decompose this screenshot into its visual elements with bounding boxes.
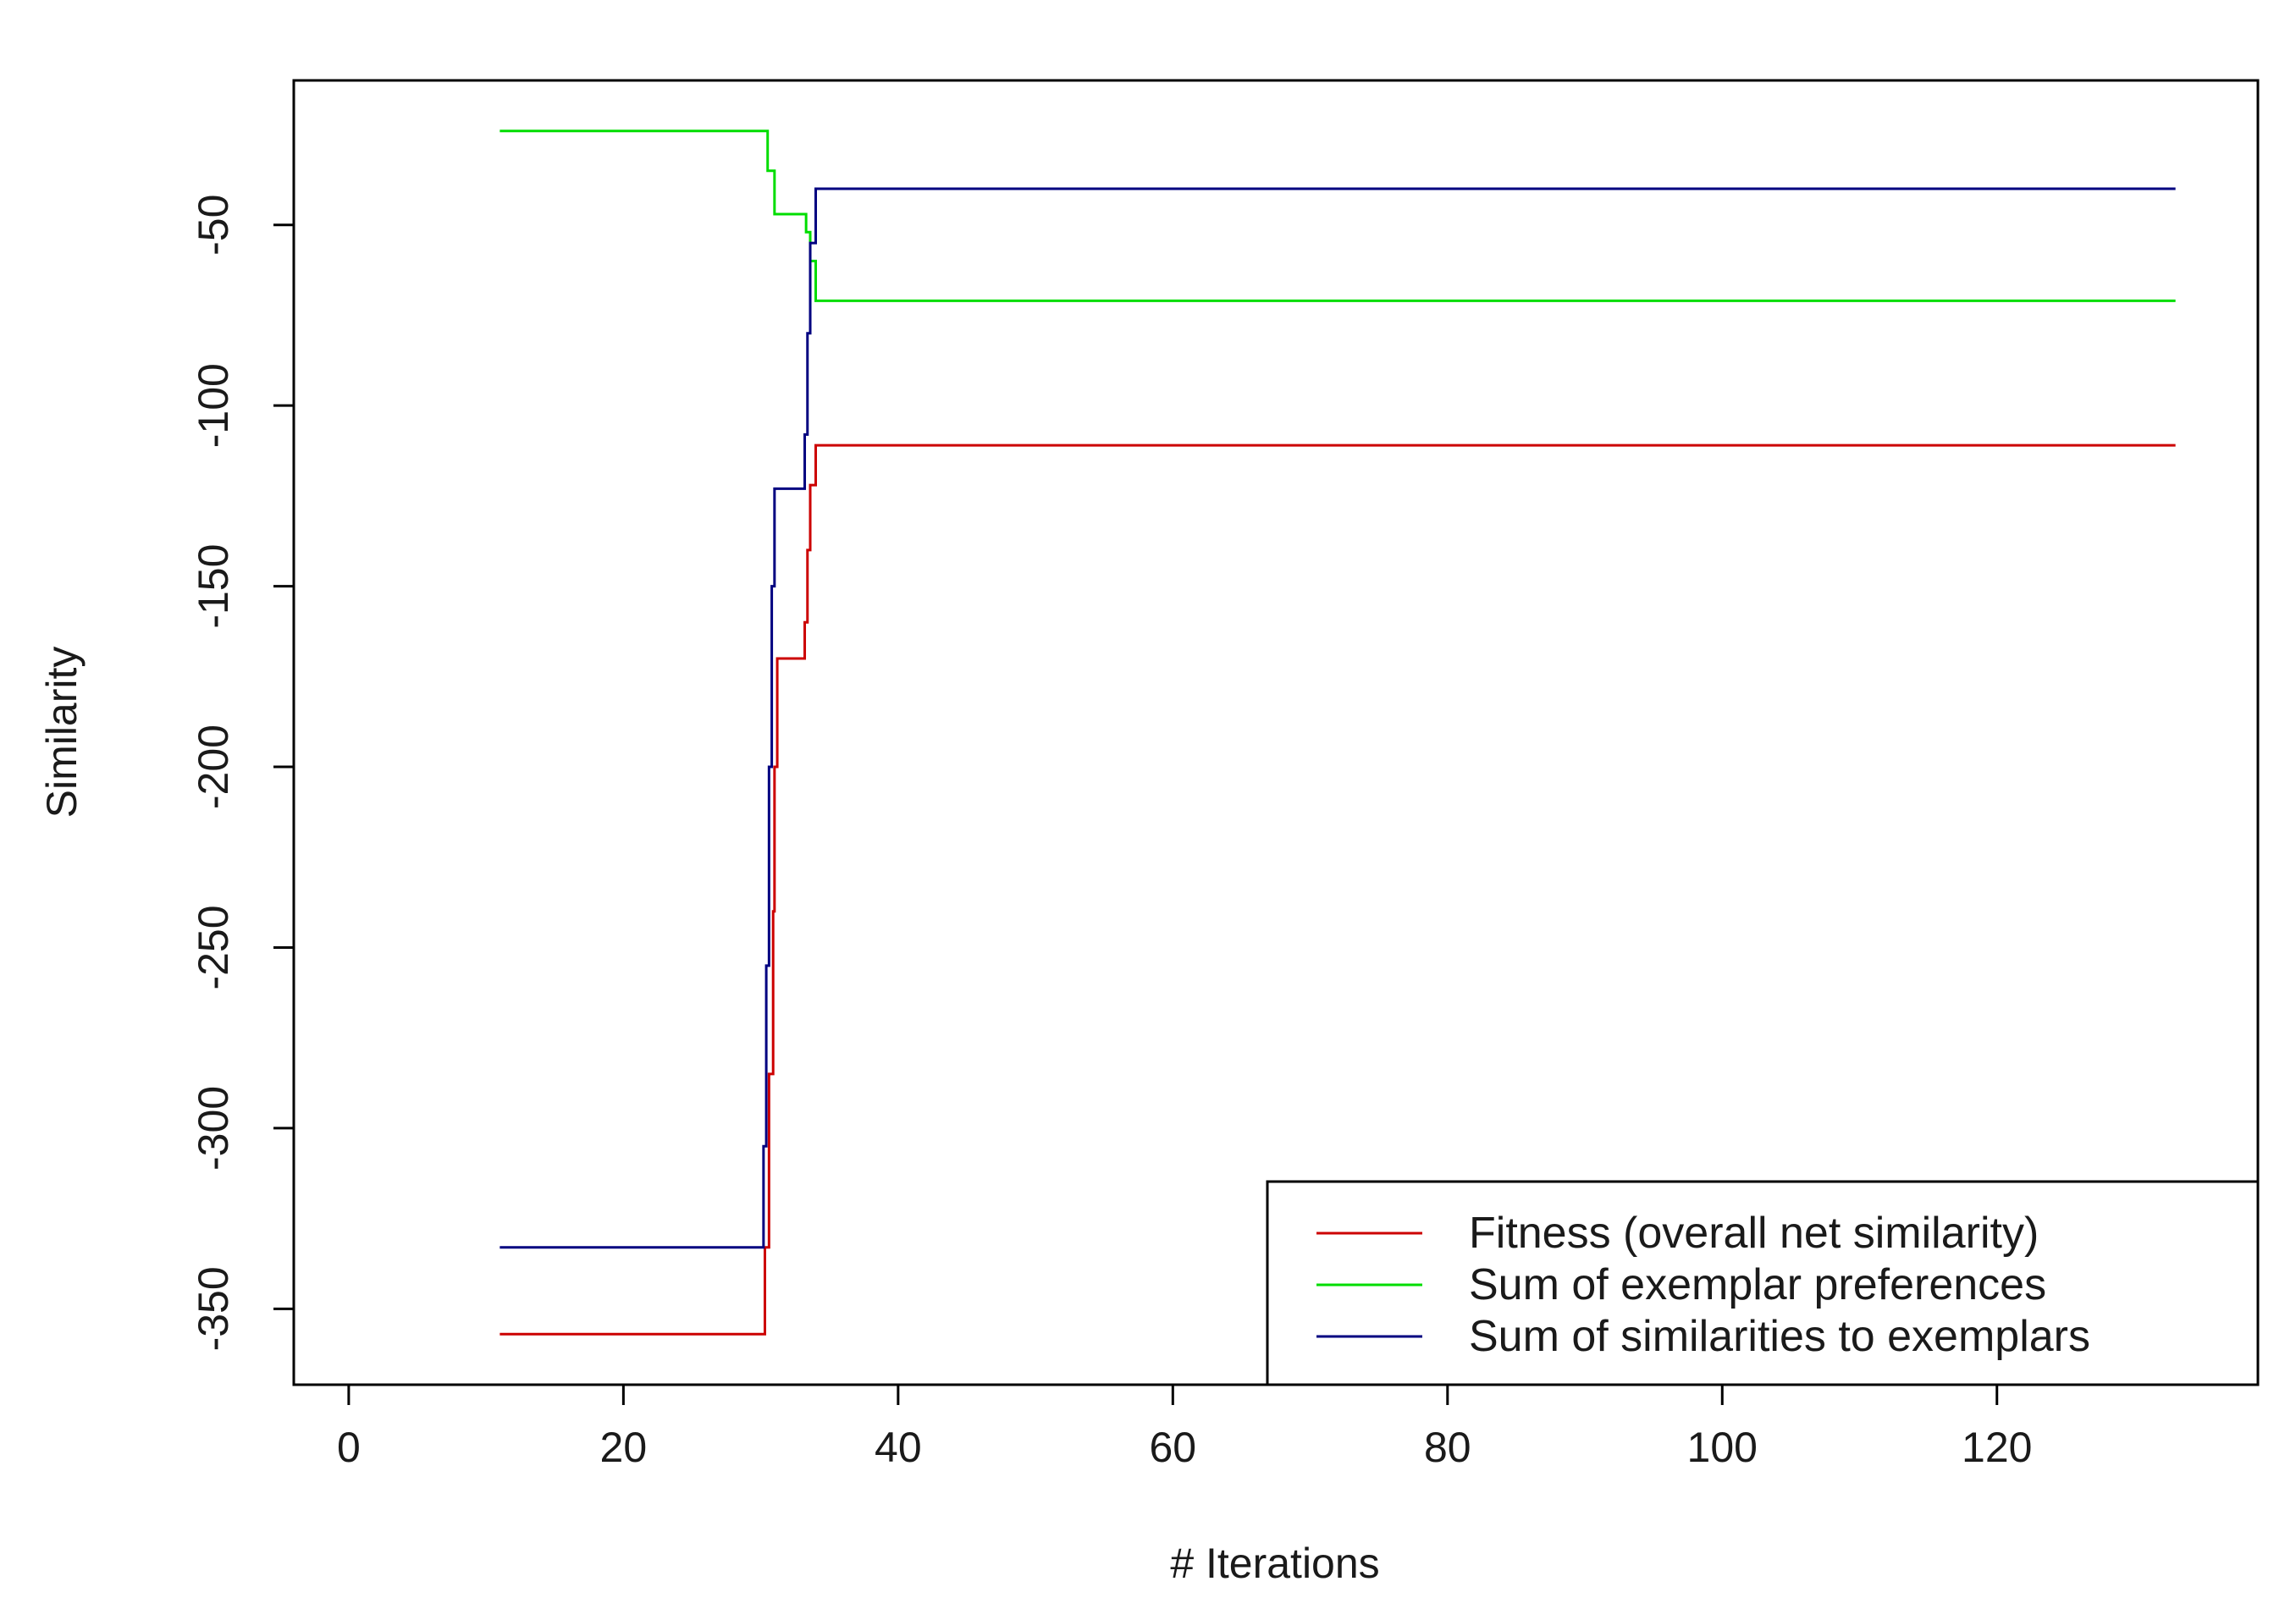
- legend-label-0: Fitness (overall net similarity): [1469, 1209, 2039, 1258]
- x-tick-label-0: 0: [337, 1424, 361, 1471]
- series-layer: [499, 129, 2176, 1336]
- y-tick-label-3: -200: [190, 725, 237, 809]
- y-axis-title: Similarity: [38, 647, 86, 818]
- y-tick-label-0: -50: [190, 195, 237, 256]
- x-tick-label-6: 120: [1962, 1424, 2032, 1471]
- legend-label-1: Sum of exemplar preferences: [1469, 1260, 2046, 1309]
- x-tick-label-4: 80: [1424, 1424, 1471, 1471]
- x-tick-label-3: 60: [1150, 1424, 1197, 1471]
- x-axis-title: # Iterations: [1170, 1540, 1379, 1587]
- x-tick-label-2: 40: [875, 1424, 922, 1471]
- x-axis: 0 20 40 60 80 100 120: [337, 1385, 2032, 1471]
- legend-label-2: Sum of similarities to exemplars: [1469, 1312, 2090, 1361]
- y-tick-label-1: -100: [190, 363, 237, 448]
- x-tick-label-5: 100: [1687, 1424, 1758, 1471]
- y-tick-label-4: -250: [190, 905, 237, 989]
- legend-entries: Fitness (overall net similarity)Sum of e…: [1316, 1209, 2090, 1361]
- x-tick-label-1: 20: [600, 1424, 648, 1471]
- y-tick-label-6: -350: [190, 1266, 237, 1351]
- series-line-1: [499, 129, 2176, 302]
- y-tick-label-2: -150: [190, 544, 237, 629]
- legend: Fitness (overall net similarity)Sum of e…: [1266, 1180, 2260, 1386]
- y-axis: -50 -100 -150 -200 -250 -300 -350: [190, 195, 294, 1351]
- series-line-0: [499, 444, 2176, 1336]
- legend-box: [1266, 1180, 2260, 1386]
- y-tick-label-5: -300: [190, 1086, 237, 1171]
- series-line-2: [499, 187, 2176, 1249]
